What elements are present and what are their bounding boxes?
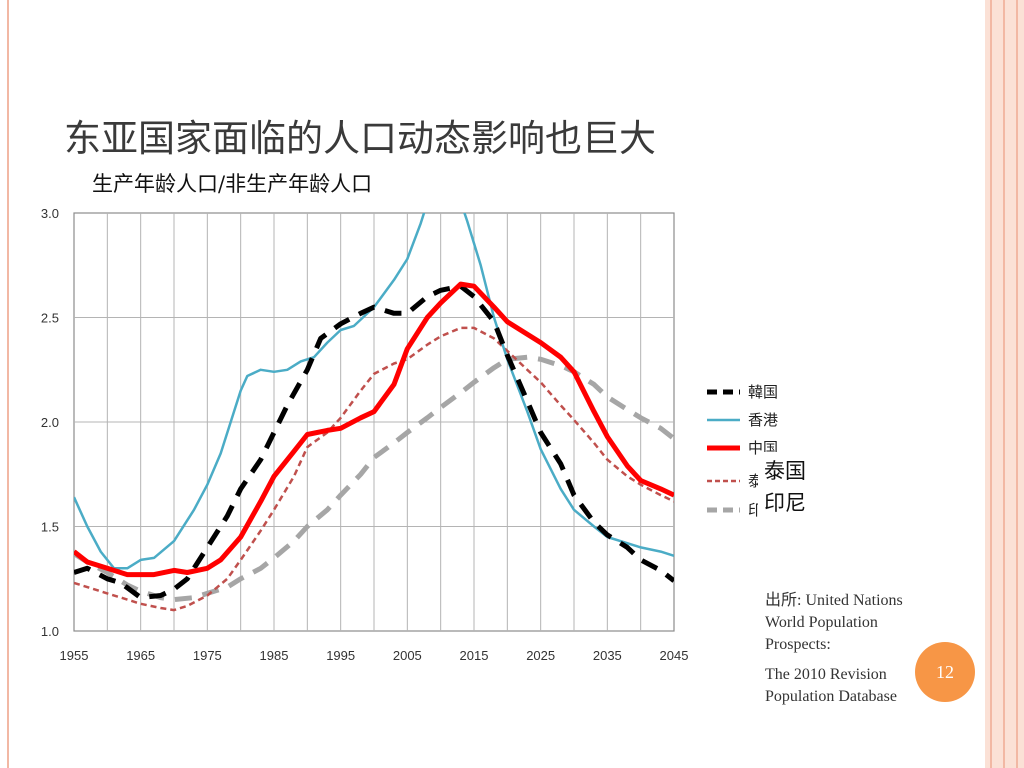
source-line: World Population bbox=[765, 614, 878, 631]
legend-label: 韓国 bbox=[748, 383, 778, 401]
chart-series bbox=[74, 213, 674, 612]
y-tick-label: 3.0 bbox=[41, 206, 59, 221]
x-tick-label: 1965 bbox=[126, 648, 155, 663]
y-tick-label: 2.5 bbox=[41, 311, 59, 326]
x-tick-label: 2035 bbox=[593, 648, 622, 663]
overlay-label-thailand: 泰国 bbox=[764, 459, 806, 483]
x-tick-label: 2025 bbox=[526, 648, 555, 663]
page-number-badge: 12 bbox=[915, 642, 975, 702]
source-line: 出所: United Nations bbox=[765, 592, 903, 609]
slide-frame-right-line bbox=[990, 0, 992, 768]
x-tick-label: 1975 bbox=[193, 648, 222, 663]
slide-title: 东亚国家面临的人口动态影响也巨大 bbox=[64, 117, 656, 160]
overlay-label-indonesia: 印尼 bbox=[764, 491, 806, 515]
slide-frame-left-line bbox=[7, 0, 9, 768]
source-line: Prospects: bbox=[765, 636, 831, 653]
axis-tick-labels: 1955 1965 1975 1985 1995 2005 2015 2025 2035 2045… bbox=[41, 206, 689, 663]
page-number: 12 bbox=[936, 661, 954, 682]
source-note: 出所: United Nations World Population Pros… bbox=[765, 590, 903, 708]
legend-label: 香港 bbox=[748, 411, 778, 429]
slide-frame-right-line bbox=[1003, 0, 1005, 768]
y-tick-label: 1.0 bbox=[41, 624, 59, 639]
source-line bbox=[765, 656, 903, 664]
x-tick-label: 1985 bbox=[260, 648, 289, 663]
y-tick-label: 1.5 bbox=[41, 520, 59, 535]
x-tick-label: 2045 bbox=[660, 648, 689, 663]
x-tick-label: 1955 bbox=[60, 648, 89, 663]
x-tick-label: 2005 bbox=[393, 648, 422, 663]
series-line-0 bbox=[74, 283, 674, 601]
chart-grid bbox=[73, 212, 675, 632]
source-line: The 2010 Revision bbox=[765, 666, 887, 683]
y-tick-label: 2.0 bbox=[41, 415, 59, 430]
source-line: Population Database bbox=[765, 688, 897, 705]
legend-overlay-box bbox=[758, 452, 814, 518]
series-line-3 bbox=[74, 326, 674, 612]
chart-subtitle: 生产年龄人口/非生产年龄人口 bbox=[92, 172, 373, 196]
series-line-1 bbox=[74, 213, 674, 570]
x-tick-label: 2015 bbox=[460, 648, 489, 663]
series-line-2 bbox=[74, 281, 674, 578]
slide-frame-right-line bbox=[1016, 0, 1018, 768]
x-tick-label: 1995 bbox=[326, 648, 355, 663]
